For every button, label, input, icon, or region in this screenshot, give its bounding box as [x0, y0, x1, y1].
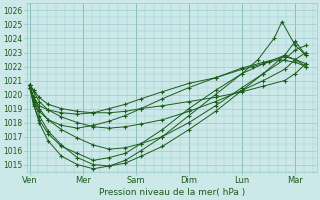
X-axis label: Pression niveau de la mer( hPa ): Pression niveau de la mer( hPa ) [99, 188, 245, 197]
